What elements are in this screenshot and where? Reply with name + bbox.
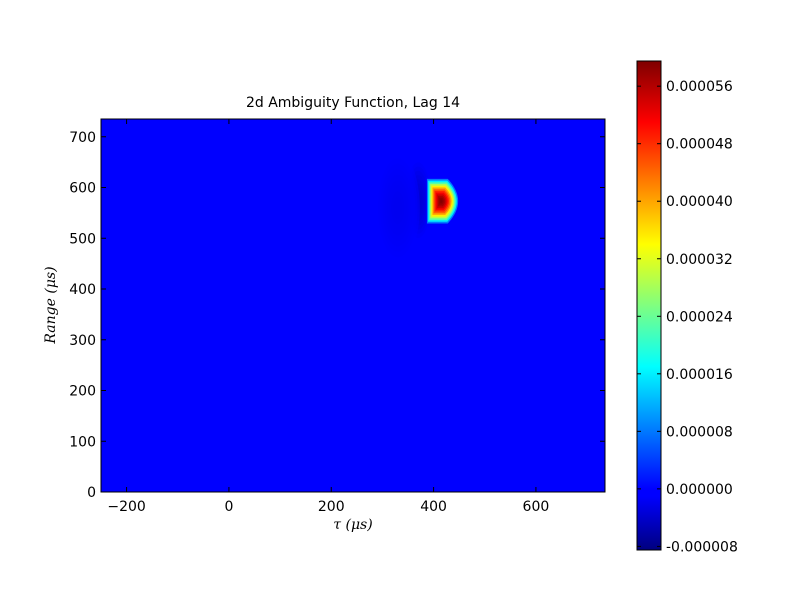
- colorbar-gradient: [636, 60, 662, 551]
- y-tick-label: 500: [69, 231, 96, 247]
- colorbar-tick-label: 0.000032: [666, 252, 733, 268]
- y-tick-label: 200: [69, 384, 96, 400]
- x-axis: −200 0 200 400 600: [107, 119, 549, 515]
- x-axis-label: τ (μs): [333, 517, 372, 533]
- y-tick-label: 0: [87, 485, 96, 501]
- colorbar-tick-label: -0.000008: [666, 539, 738, 555]
- colorbar-ticks: -0.000008 0.000000 0.000008 0.000016 0.00002…: [637, 79, 738, 555]
- plot-frame: [100, 118, 606, 493]
- heatmap-peak-contour: [440, 199, 443, 203]
- colorbar-tick-label: 0.000016: [666, 367, 733, 383]
- plot-area: −200 0 200 400 600 0 100 200 300 400 500 600 700: [69, 118, 606, 515]
- colorbar-tick-label: 0.000000: [666, 482, 733, 498]
- heatmap-lobe: [395, 202, 400, 214]
- y-tick-label: 700: [69, 130, 96, 146]
- y-axis: 0 100 200 300 400 500 600 700: [69, 130, 605, 501]
- y-tick-label: 300: [69, 333, 96, 349]
- y-tick-label: 600: [69, 181, 96, 197]
- x-tick-label: 0: [224, 499, 233, 515]
- y-axis-label: Range (μs): [43, 266, 59, 344]
- x-tick-label: −200: [107, 499, 145, 515]
- colorbar-tick-label: 0.000024: [666, 309, 733, 325]
- x-tick-label: 400: [420, 499, 447, 515]
- heatmap-background: [101, 119, 605, 492]
- x-tick-label: 600: [523, 499, 550, 515]
- colorbar-tick-label: 0.000056: [666, 79, 733, 95]
- colorbar: -0.000008 0.000000 0.000008 0.000016 0.00002…: [636, 60, 738, 555]
- y-tick-label: 100: [69, 434, 96, 450]
- colorbar-tick-label: 0.000008: [666, 424, 733, 440]
- chart-title: 2d Ambiguity Function, Lag 14: [246, 95, 460, 111]
- y-tick-label: 400: [69, 282, 96, 298]
- heatmap: [101, 119, 605, 492]
- colorbar-tick-label: 0.000040: [666, 194, 733, 210]
- x-tick-label: 200: [318, 499, 345, 515]
- colorbar-tick-label: 0.000048: [666, 137, 733, 153]
